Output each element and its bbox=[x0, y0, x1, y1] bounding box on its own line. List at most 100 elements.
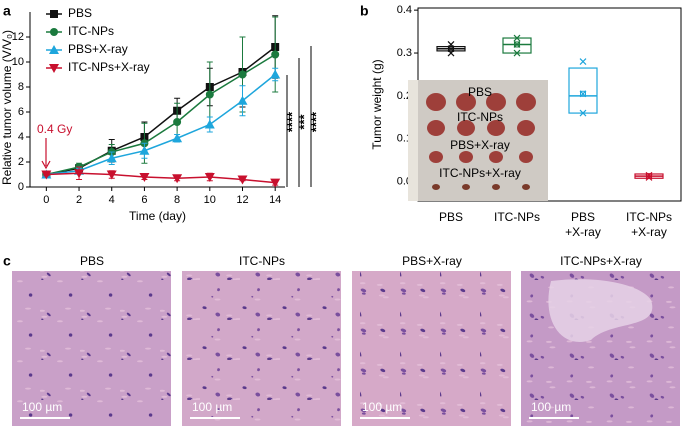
histology-title: ITC-NPs+X-ray bbox=[560, 254, 642, 268]
x-axis-label: Time (day) bbox=[129, 209, 186, 223]
series bbox=[41, 67, 281, 179]
x-tick-label: 6 bbox=[141, 194, 147, 206]
x-tick-label: 12 bbox=[236, 194, 248, 206]
marker bbox=[204, 173, 215, 182]
x-tick-label: 14 bbox=[269, 194, 281, 206]
histology-image bbox=[182, 271, 341, 426]
mean bbox=[580, 90, 586, 97]
inset-label: ITC-NPs+X-ray bbox=[439, 166, 521, 180]
marker bbox=[238, 70, 247, 79]
tumor bbox=[492, 184, 500, 190]
tumor bbox=[522, 184, 530, 190]
y-tick-label: 4 bbox=[18, 131, 24, 143]
scale-bar-label: 100 µm bbox=[362, 400, 402, 414]
y-tick-label: 6 bbox=[18, 106, 24, 118]
histology-image bbox=[12, 271, 171, 426]
point bbox=[513, 34, 521, 42]
point bbox=[579, 109, 587, 117]
marker bbox=[237, 95, 248, 105]
point bbox=[579, 90, 587, 98]
histology-title: PBS+X-ray bbox=[402, 254, 462, 268]
panel-label: c bbox=[3, 253, 11, 269]
inset-photo: PBS ITC-NPs PBS+X-ray ITC-NPs+X-ray bbox=[408, 80, 548, 201]
marker bbox=[270, 178, 281, 188]
y-axis-label: Relative tumor volume (V/V₀) bbox=[0, 30, 14, 185]
tumor bbox=[517, 120, 535, 136]
tumor bbox=[456, 93, 476, 111]
marker bbox=[106, 153, 117, 163]
legend-label: PBS bbox=[68, 6, 92, 20]
x-tick-label: 10 bbox=[204, 194, 216, 206]
legend-label: ITC-NPs bbox=[68, 24, 114, 38]
y-tick-label: 0.4 bbox=[397, 4, 412, 16]
tumor bbox=[462, 184, 470, 190]
tumor bbox=[457, 120, 475, 136]
tumor bbox=[427, 120, 445, 136]
tumor bbox=[489, 151, 503, 163]
legend-marker bbox=[49, 64, 59, 73]
histology-title: PBS bbox=[80, 254, 104, 268]
tumor bbox=[519, 151, 533, 163]
y-axis-label: Tumor weight (g) bbox=[370, 59, 384, 149]
marker bbox=[139, 145, 150, 155]
marker bbox=[74, 169, 85, 179]
tumor bbox=[487, 120, 505, 136]
y-tick-label: 12 bbox=[12, 31, 24, 43]
point bbox=[645, 173, 653, 181]
point bbox=[513, 49, 521, 57]
histology-title: ITC-NPs bbox=[239, 254, 285, 268]
x-tick-label: 0 bbox=[43, 194, 49, 206]
y-tick-label: 8 bbox=[18, 81, 24, 93]
x-tick-label: 8 bbox=[174, 194, 180, 206]
series bbox=[42, 15, 280, 179]
marker bbox=[173, 118, 182, 126]
marker bbox=[237, 175, 248, 185]
inset-label: PBS bbox=[468, 85, 492, 99]
inset-label: PBS+X-ray bbox=[450, 138, 510, 152]
y-tick-label: 0 bbox=[18, 181, 24, 193]
line bbox=[46, 53, 276, 176]
tumor bbox=[432, 184, 440, 190]
line bbox=[46, 172, 276, 184]
marker bbox=[106, 170, 117, 180]
marker bbox=[41, 170, 52, 180]
y-tick-label: 10 bbox=[12, 56, 24, 68]
tumor bbox=[459, 151, 473, 163]
necrosis bbox=[548, 279, 653, 342]
marker bbox=[172, 133, 183, 143]
legend-label: PBS+X-ray bbox=[68, 42, 128, 56]
tumor bbox=[429, 151, 443, 163]
inset-label: ITC-NPs bbox=[457, 110, 503, 124]
line bbox=[46, 73, 276, 176]
legend-marker bbox=[50, 28, 58, 36]
point bbox=[645, 171, 653, 179]
box bbox=[502, 37, 532, 54]
box bbox=[568, 67, 598, 114]
significance-label: **** bbox=[308, 111, 323, 132]
marker bbox=[172, 174, 183, 184]
scale-bar-label: 100 µm bbox=[192, 400, 232, 414]
y-tick-label: 2 bbox=[18, 156, 24, 168]
point bbox=[447, 49, 455, 57]
tumor bbox=[486, 93, 506, 111]
marker bbox=[270, 69, 281, 79]
mean bbox=[646, 173, 652, 180]
mean bbox=[514, 41, 520, 48]
y-tick-label: 0.3 bbox=[397, 47, 412, 59]
tumor bbox=[516, 93, 536, 111]
legend-marker bbox=[50, 10, 58, 18]
line bbox=[46, 46, 276, 176]
ruler bbox=[408, 80, 418, 201]
significance-label: *** bbox=[296, 113, 311, 129]
significance-label: **** bbox=[284, 111, 299, 132]
scale-bar-label: 100 µm bbox=[22, 400, 62, 414]
x-tick-label: PBS bbox=[439, 210, 463, 224]
legend-marker bbox=[49, 45, 59, 54]
marker bbox=[271, 50, 280, 59]
scale-bar-label: 100 µm bbox=[531, 400, 571, 414]
panel-label: b bbox=[360, 3, 369, 19]
x-tick-label: ITC-NPs bbox=[494, 210, 540, 224]
marker bbox=[204, 119, 215, 129]
tumor bbox=[426, 93, 446, 111]
